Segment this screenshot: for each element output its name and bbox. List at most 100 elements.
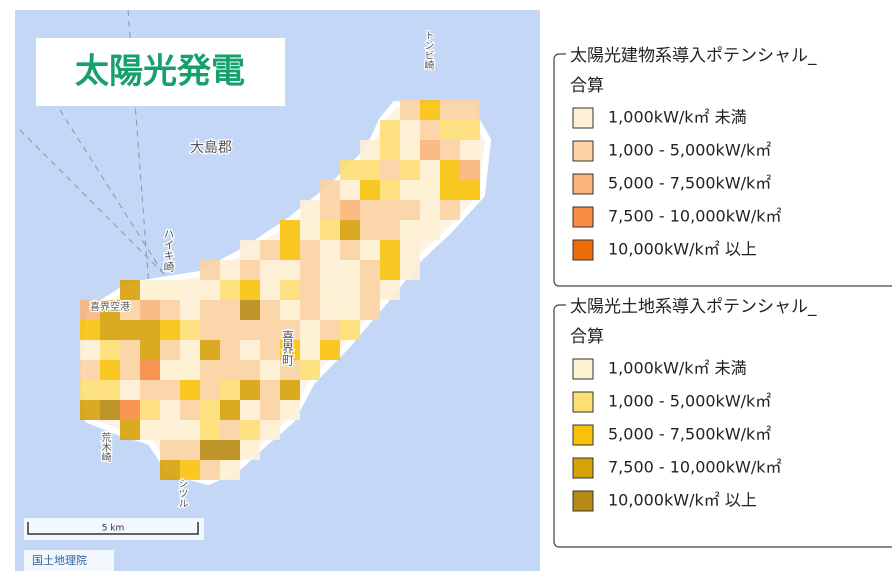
grid-cell [180,300,200,320]
grid-cell [260,360,280,380]
grid-cell [80,340,100,360]
grid-cell [440,120,460,140]
scale-label: 5 km [102,524,125,534]
grid-cell [380,280,400,300]
grid-cell [180,360,200,380]
legend-label: 5,000 - 7,500kW/k㎡ [608,425,771,444]
grid-cell [160,360,180,380]
grid-cell [240,300,260,320]
grid-cell [240,440,260,460]
grid-cell [300,300,320,320]
grid-cell [320,340,340,360]
grid-cell [240,280,260,300]
legend-subtitle: 合算 [570,76,604,96]
grid-cell [320,180,340,200]
grid-cell [100,360,120,380]
grid-cell [240,340,260,360]
grid-cell [120,320,140,340]
grid-cell [280,340,300,360]
legend-title: 太陽光土地系導入ポテンシャル_ [570,297,817,317]
grid-cell [180,440,200,460]
grid-cell [420,140,440,160]
legend-label: 10,000kW/k㎡ 以上 [608,491,757,510]
legend-subtitle: 合算 [570,327,604,347]
legend-swatch [572,457,594,479]
legends: 太陽光建物系導入ポテンシャル_合算1,000kW/k㎡ 未満1,000 - 5,… [553,46,892,548]
grid-cell [120,340,140,360]
grid-cell [420,180,440,200]
legend-swatch [572,206,594,228]
island [80,100,492,486]
grid-cell [220,320,240,340]
grid-cell [220,400,240,420]
grid-cell [280,360,300,380]
grid-cell [300,340,320,360]
grid-cell [380,160,400,180]
grid-cell [240,260,260,280]
grid-cell [300,260,320,280]
grid-cell [160,340,180,360]
grid-cell [220,440,240,460]
grid-cell [220,260,240,280]
grid-cell [260,300,280,320]
grid-cell [300,360,320,380]
grid-cell [280,320,300,340]
grid-cell [160,420,180,440]
grid-cell [460,140,480,160]
grid-cell [100,340,120,360]
grid-cell [380,240,400,260]
grid-cell [280,260,300,280]
legend-label: 1,000 - 5,000kW/k㎡ [608,392,771,411]
grid-cell [140,340,160,360]
grid-cell [380,260,400,280]
grid-cell [400,200,420,220]
grid-cell [260,260,280,280]
grid-cell [320,240,340,260]
grid-cell [220,380,240,400]
scale-bar [27,522,199,535]
grid-cell [320,320,340,340]
grid-cell [220,300,240,320]
grid-cell [380,200,400,220]
legend-label: 1,000kW/k㎡ 未満 [608,108,747,127]
grid-cell [220,280,240,300]
place-label: 荒木崎 [99,432,111,462]
grid-cell [360,140,380,160]
grid-cell [360,220,380,240]
grid-cell [80,360,100,380]
place-label: 大島郡 [190,140,232,156]
grid-cell [340,220,360,240]
grid-cell [160,440,180,460]
grid-cell [460,160,480,180]
grid-cell [280,280,300,300]
grid-cell [320,260,340,280]
grid-cell [80,320,100,340]
grid-cell [340,180,360,200]
grid-cell [140,320,160,340]
grid-cell [200,300,220,320]
grid-cell [140,300,160,320]
grid-cell [320,220,340,240]
grid-cell [240,320,260,340]
grid-cell [460,120,480,140]
legend-swatch [572,358,594,380]
legend-label: 1,000kW/k㎡ 未満 [608,359,747,378]
legend-title: 太陽光建物系導入ポテンシャル_ [570,46,817,66]
legend-label: 10,000kW/k㎡ 以上 [608,240,757,259]
grid-cell [100,300,120,320]
grid-cell [300,240,320,260]
place-label: 喜界町 [281,330,295,366]
grid-cell [100,380,120,400]
grid-cell [120,280,140,300]
grid-cell [280,240,300,260]
grid-cell [80,400,100,420]
place-label: ハイキ崎 [162,228,175,272]
grid-cell [180,400,200,420]
legend-label: 1,000 - 5,000kW/k㎡ [608,141,771,160]
grid-cell [140,380,160,400]
grid-cell [120,300,140,320]
grid-cell [440,160,460,180]
